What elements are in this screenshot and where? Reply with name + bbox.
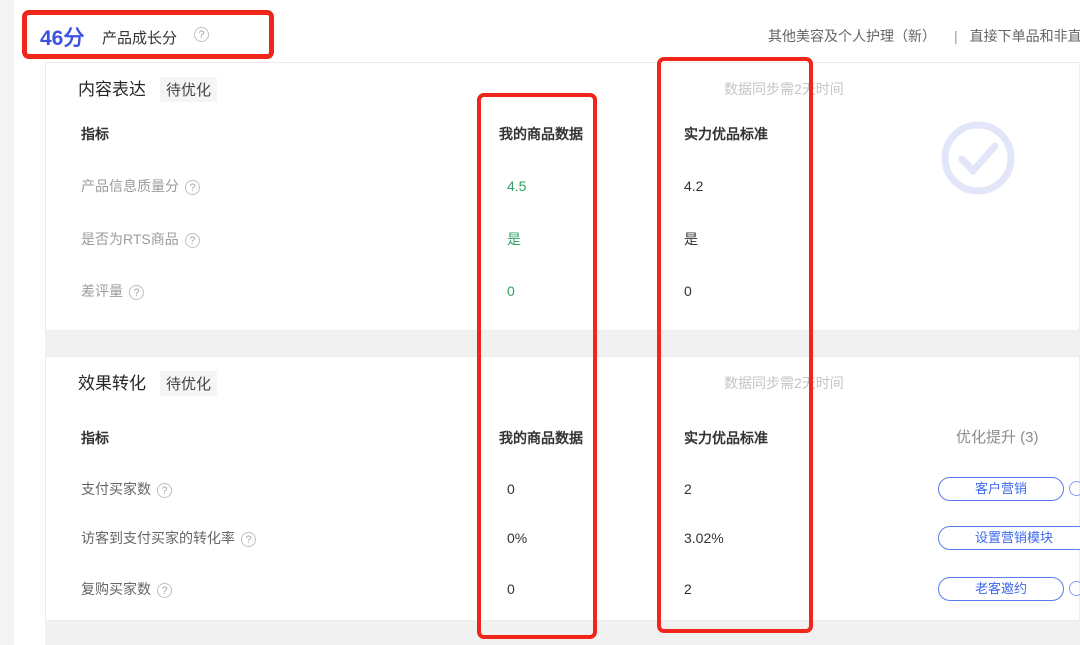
status-badge-needs-optimization: 待优化 (160, 77, 218, 102)
help-icon[interactable]: ? (157, 482, 172, 498)
standard-value: 3.02% (684, 530, 724, 546)
help-icon[interactable]: ? (157, 582, 172, 598)
table-row: 支付买家数? 0 2 客户营销 (46, 477, 1080, 501)
standard-value: 2 (684, 481, 692, 497)
data-sync-note: 数据同步需2天时间 (724, 81, 844, 97)
category-secondary-label: 直接下单品和非直 (969, 28, 1080, 44)
help-icon[interactable]: ? (241, 531, 256, 547)
old-customer-invite-button[interactable]: 老客邀约 (938, 577, 1064, 601)
table-row: 复购买家数? 0 2 老客邀约 (46, 577, 1080, 601)
col-header-standard: 实力优品标准 (684, 430, 768, 446)
my-data-value: 0 (507, 283, 515, 299)
table-row: 访客到支付买家的转化率? 0% 3.02% 设置营销模块 (46, 526, 1080, 550)
setup-marketing-module-button[interactable]: 设置营销模块 (938, 526, 1080, 550)
my-data-value: 是 (507, 231, 521, 247)
metric-label: 复购买家数? (81, 577, 172, 601)
help-icon[interactable] (1069, 481, 1080, 496)
check-circle-icon (939, 119, 1017, 197)
page-title: 产品成长分 (102, 30, 178, 47)
section-title-conversion: 效果转化 (78, 374, 146, 393)
my-data-value: 0 (507, 481, 515, 497)
conversion-card: 效果转化 待优化 数据同步需2天时间 指标 我的商品数据 实力优品标准 优化提升… (45, 356, 1080, 621)
content-expression-card: 内容表达 待优化 数据同步需2天时间 指标 我的商品数据 实力优品标准 产品信息… (45, 62, 1080, 331)
col-header-optimize-actions: 优化提升 (3) (956, 429, 1039, 446)
category-primary-label: 其他美容及个人护理（新） (768, 28, 936, 44)
table-row: 产品信息质量分? 4.5 4.2 (46, 174, 1079, 198)
col-header-my-data: 我的商品数据 (499, 126, 583, 142)
standard-value: 4.2 (684, 178, 704, 194)
metric-label: 是否为RTS商品? (81, 227, 200, 251)
customer-marketing-button[interactable]: 客户营销 (938, 477, 1064, 501)
data-sync-note: 数据同步需2天时间 (724, 375, 844, 391)
help-icon[interactable]: ? (129, 284, 144, 300)
page-left-gutter (0, 0, 14, 645)
status-badge-needs-optimization: 待优化 (160, 371, 218, 396)
help-icon[interactable]: ? (185, 179, 200, 195)
help-icon[interactable]: ? (184, 232, 200, 248)
metric-label: 产品信息质量分? (81, 174, 200, 198)
metric-label: 访客到支付买家的转化率? (81, 526, 256, 550)
metric-label: 差评量? (81, 279, 144, 303)
bottom-gap (45, 621, 1080, 645)
category-breadcrumb: 其他美容及个人护理（新） | 直接下单品和非直 (768, 26, 1080, 46)
col-header-metric: 指标 (81, 430, 109, 446)
help-icon[interactable]: ? (194, 27, 209, 42)
section-gap (45, 331, 1080, 356)
standard-value: 2 (684, 581, 692, 597)
my-data-value: 0% (507, 530, 528, 546)
standard-value: 0 (684, 283, 692, 299)
my-data-value: 4.5 (507, 178, 527, 194)
score-value: 46分 (40, 27, 85, 50)
col-header-metric: 指标 (81, 126, 109, 142)
metric-label: 支付买家数? (81, 477, 172, 501)
table-row: 差评量? 0 0 (46, 279, 1079, 303)
table-header-row: 指标 我的商品数据 实力优品标准 (46, 122, 1079, 146)
section-title-content: 内容表达 (78, 80, 146, 99)
divider: | (954, 28, 958, 44)
table-header-row: 指标 我的商品数据 实力优品标准 优化提升 (3) (46, 426, 1079, 450)
table-row: 是否为RTS商品? 是 是 (46, 227, 1079, 251)
help-icon[interactable] (1069, 581, 1080, 596)
my-data-value: 0 (507, 581, 515, 597)
col-header-standard: 实力优品标准 (684, 126, 768, 142)
col-header-my-data: 我的商品数据 (499, 430, 583, 446)
standard-value: 是 (684, 231, 698, 247)
